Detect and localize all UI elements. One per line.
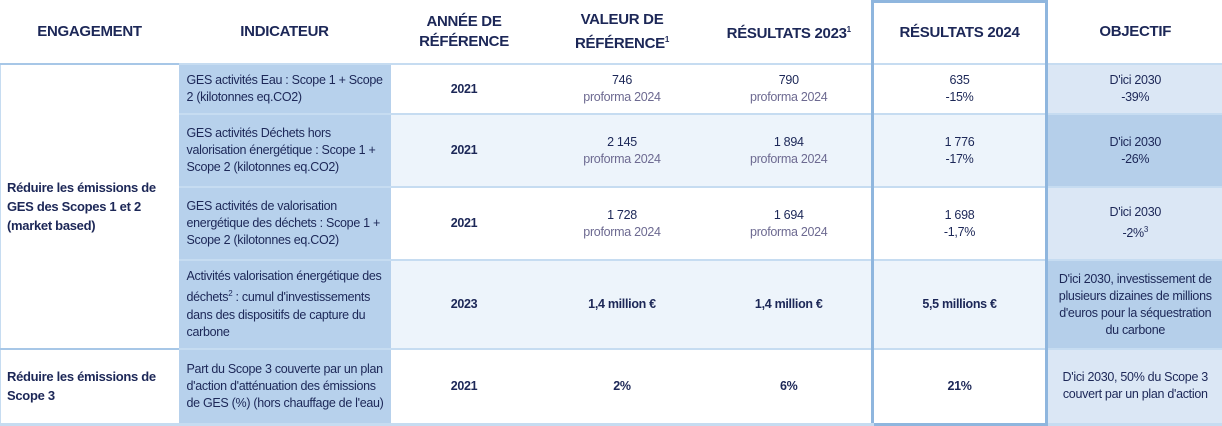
table-row: GES activités de valorisation energétiqu… — [1, 187, 1222, 260]
objectif-line1: D'ici 2030 — [1054, 72, 1217, 89]
annee-cell: 2021 — [391, 187, 538, 260]
objectif-cell: D'ici 2030 -2%3 — [1047, 187, 1222, 260]
header-res2023: RÉSULTATS 20231 — [707, 2, 873, 65]
objectif-line2: -2% — [1123, 227, 1144, 241]
engagement-scope12: Réduire les émissions de GES des Scopes … — [1, 64, 179, 349]
res2024-cell: 5,5 millions € — [873, 260, 1047, 349]
res2023-note: proforma 2024 — [713, 224, 866, 241]
objectif-cell: D'ici 2030, investissement de plusieurs … — [1047, 260, 1222, 349]
res2023-cell: 6% — [707, 349, 873, 424]
header-objectif: OBJECTIF — [1047, 2, 1222, 65]
valeur-value: 1 728 — [544, 207, 701, 224]
objectif-line1: D'ici 2030 — [1054, 204, 1217, 221]
annee-cell: 2021 — [391, 349, 538, 424]
annee-cell: 2021 — [391, 114, 538, 187]
valeur-note: proforma 2024 — [544, 151, 701, 168]
footnote-1: 1 — [847, 25, 851, 34]
objectif-cell: D'ici 2030, 50% du Scope 3 couvert par u… — [1047, 349, 1222, 424]
objectif-cell: D'ici 2030-26% — [1047, 114, 1222, 187]
header-res2023-text: RÉSULTATS 2023 — [727, 25, 847, 42]
res2024-cell: 635-15% — [873, 64, 1047, 114]
res2024-change: -17% — [880, 151, 1039, 168]
res2023-value: 790 — [713, 72, 866, 89]
res2024-value: 1 776 — [880, 134, 1039, 151]
footnote-3: 3 — [1144, 225, 1148, 234]
res2023-cell: 1,4 million € — [707, 260, 873, 349]
objectif-cell: D'ici 2030-39% — [1047, 64, 1222, 114]
indicateur-cell: GES activités Déchets hors valorisation … — [179, 114, 391, 187]
header-valeur: VALEUR DE RÉFÉRENCE1 — [538, 2, 707, 65]
res2024-change: -15% — [880, 89, 1039, 106]
res2023-value: 1 894 — [713, 134, 866, 151]
annee-cell: 2023 — [391, 260, 538, 349]
indicateur-cell: Part du Scope 3 couverte par un plan d'a… — [179, 349, 391, 424]
indicateur-cell: Activités valorisation énergétique des d… — [179, 260, 391, 349]
valeur-cell: 1,4 million € — [538, 260, 707, 349]
header-engagement: ENGAGEMENT — [1, 2, 179, 65]
res2024-value: 635 — [880, 72, 1039, 89]
valeur-cell: 2% — [538, 349, 707, 424]
table-row: Réduire les émissions de GES des Scopes … — [1, 64, 1222, 114]
valeur-value: 746 — [544, 72, 701, 89]
res2023-value: 1 694 — [713, 207, 866, 224]
table-row: Réduire les émissions de Scope 3 Part du… — [1, 349, 1222, 424]
footnote-1: 1 — [665, 35, 669, 44]
valeur-value: 2 145 — [544, 134, 701, 151]
table-row: GES activités Déchets hors valorisation … — [1, 114, 1222, 187]
indicateur-cell: GES activités Eau : Scope 1 + Scope 2 (k… — [179, 64, 391, 114]
res2024-cell: 21% — [873, 349, 1047, 424]
objectif-line2: -39% — [1054, 89, 1217, 106]
header-res2024: RÉSULTATS 2024 — [873, 2, 1047, 65]
res2024-cell: 1 698-1,7% — [873, 187, 1047, 260]
annee-cell: 2021 — [391, 64, 538, 114]
header-annee: ANNÉE DE RÉFÉRENCE — [391, 2, 538, 65]
res2024-value: 1 698 — [880, 207, 1039, 224]
header-indicateur: INDICATEUR — [179, 2, 391, 65]
res2024-change: -1,7% — [880, 224, 1039, 241]
res2023-note: proforma 2024 — [713, 151, 866, 168]
objectif-line1: D'ici 2030 — [1054, 134, 1217, 151]
engagement-scope3: Réduire les émissions de Scope 3 — [1, 349, 179, 424]
header-row: ENGAGEMENT INDICATEUR ANNÉE DE RÉFÉRENCE… — [1, 2, 1222, 65]
header-annee-text: ANNÉE DE RÉFÉRENCE — [419, 12, 509, 52]
table-row: Activités valorisation énergétique des d… — [1, 260, 1222, 349]
objectif-line2: -26% — [1054, 151, 1217, 168]
res2023-note: proforma 2024 — [713, 89, 866, 106]
valeur-note: proforma 2024 — [544, 89, 701, 106]
header-valeur-text: VALEUR DE RÉFÉRENCE — [575, 11, 665, 52]
valeur-note: proforma 2024 — [544, 224, 701, 241]
indicateur-cell: GES activités de valorisation energétiqu… — [179, 187, 391, 260]
res2024-cell: 1 776-17% — [873, 114, 1047, 187]
